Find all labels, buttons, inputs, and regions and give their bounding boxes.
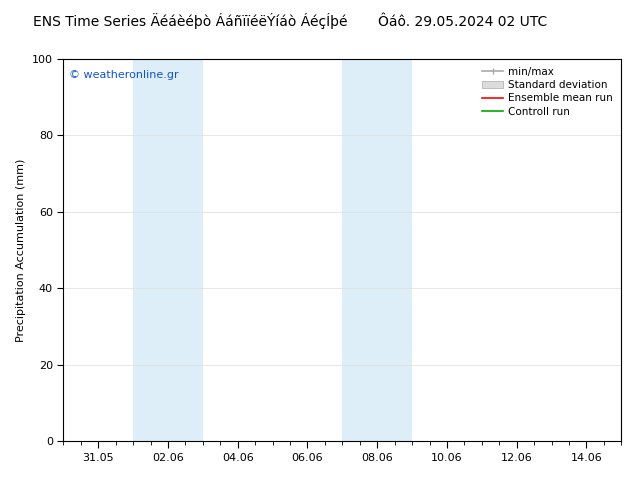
Y-axis label: Precipitation Accumulation (mm): Precipitation Accumulation (mm)	[16, 158, 27, 342]
Text: © weatheronline.gr: © weatheronline.gr	[69, 70, 179, 80]
Text: ENS Time Series Äéáèéþò ÁáñïïéëÝíáò ÁéçÍþé: ENS Time Series Äéáèéþò ÁáñïïéëÝíáò ÁéçÍ…	[33, 13, 347, 29]
Legend: min/max, Standard deviation, Ensemble mean run, Controll run: min/max, Standard deviation, Ensemble me…	[479, 64, 616, 120]
Bar	[342, 59, 412, 441]
Text: Ôáô. 29.05.2024 02 UTC: Ôáô. 29.05.2024 02 UTC	[378, 15, 547, 29]
Bar	[133, 59, 203, 441]
